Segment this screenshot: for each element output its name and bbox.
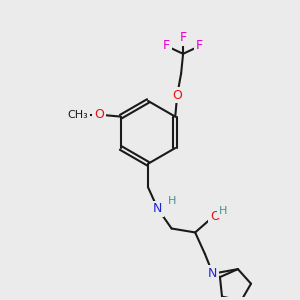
Text: H: H <box>167 196 176 206</box>
Text: F: F <box>196 40 203 52</box>
Text: H: H <box>218 206 227 216</box>
Text: N: N <box>153 202 163 215</box>
Text: F: F <box>163 40 170 52</box>
Text: O: O <box>172 88 182 101</box>
Text: CH₃: CH₃ <box>67 110 88 120</box>
Text: N: N <box>208 267 218 280</box>
Text: F: F <box>179 31 187 44</box>
Text: O: O <box>94 108 104 121</box>
Text: O: O <box>210 210 220 223</box>
